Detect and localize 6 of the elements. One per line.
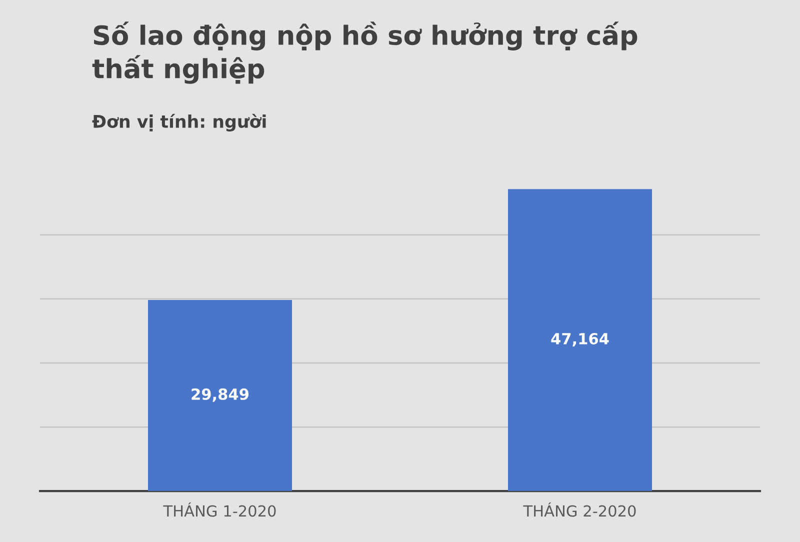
data-label: 47,164 xyxy=(551,332,609,346)
chart-subtitle: Đơn vị tính: người xyxy=(92,114,266,132)
x-tick-label: THÁNG 2-2020 xyxy=(523,502,636,517)
chart-title: Số lao động nộp hồ sơ hưởng trợ cấp thất nghiệp xyxy=(92,22,638,84)
x-tick-label: THÁNG 1-2020 xyxy=(163,502,276,517)
data-label: 29,849 xyxy=(192,388,248,402)
